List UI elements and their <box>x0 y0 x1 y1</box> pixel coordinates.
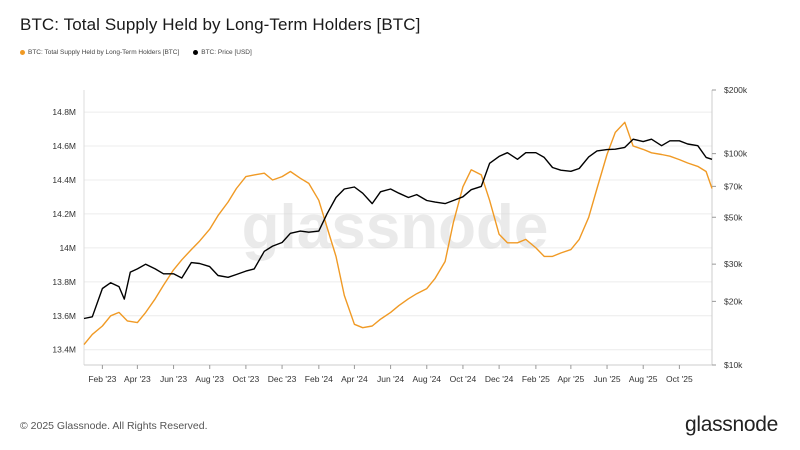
left-y-tick-label: 14.4M <box>52 175 76 185</box>
x-axis: Feb '23 Apr '23 Jun '23 Aug '23 Oct '23 Dec '… <box>84 364 712 384</box>
legend-label-lth-supply: BTC: Total Supply Held by Long-Term Hold… <box>28 49 180 56</box>
left-y-tick-label: 14.2M <box>52 209 76 219</box>
series-line-lth-supply[interactable] <box>83 121 713 346</box>
x-tick-label: Aug '23 <box>195 374 224 384</box>
x-tick-label: Apr '24 <box>341 374 368 384</box>
right-y-tick-label: $200k <box>724 85 748 95</box>
left-y-tick-label: 14.6M <box>52 141 76 151</box>
x-tick-label: Jun '25 <box>593 374 620 384</box>
left-y-tick-label: 14M <box>59 243 76 253</box>
x-tick-label: Feb '25 <box>522 374 550 384</box>
brand-logo: glassnode <box>684 413 778 436</box>
x-tick-label: Jun '24 <box>377 374 404 384</box>
right-y-tick-label: $70k <box>724 181 743 191</box>
watermark: glassnode <box>242 193 549 262</box>
right-y-tick-label: $100k <box>724 149 748 159</box>
right-y-tick-label: $30k <box>724 259 743 269</box>
x-tick-label: Oct '23 <box>233 374 260 384</box>
right-y-tick-label: $10k <box>724 360 743 370</box>
left-y-tick-label: 13.6M <box>52 311 76 321</box>
left-y-tick-label: 13.8M <box>52 277 76 287</box>
x-tick-label: Feb '24 <box>305 374 333 384</box>
x-tick-label: Feb '23 <box>88 374 116 384</box>
legend-dot-black <box>193 50 199 55</box>
x-tick-label: Dec '24 <box>485 374 514 384</box>
left-y-axis: 13.4M 13.6M 13.8M 14M 14.2M 14.4M 14.6M 14.8M <box>52 90 85 365</box>
x-tick-label: Jun '23 <box>160 374 187 384</box>
legend: BTC: Total Supply Held by Long-Term Hold… <box>20 49 252 56</box>
x-tick-label: Apr '25 <box>558 374 585 384</box>
left-y-tick-label: 13.4M <box>52 345 76 355</box>
series-line-price[interactable] <box>83 138 713 320</box>
right-y-tick-label: $20k <box>724 296 743 306</box>
x-tick-label: Dec '23 <box>268 374 297 384</box>
grid-lines <box>84 111 712 351</box>
x-tick-label: Aug '24 <box>412 374 441 384</box>
x-tick-label: Aug '25 <box>629 374 658 384</box>
legend-item-lth-supply[interactable]: BTC: Total Supply Held by Long-Term Hold… <box>20 49 179 56</box>
legend-item-price[interactable]: BTC: Price [USD] <box>193 49 252 56</box>
right-y-axis: $10k $20k $30k $50k $70k $100k $200k <box>711 85 748 370</box>
copyright-notice: © 2025 Glassnode. All Rights Reserved. <box>20 420 208 432</box>
x-tick-label: Apr '23 <box>124 374 151 384</box>
right-y-tick-label: $50k <box>724 212 743 222</box>
legend-dot-orange <box>20 50 25 55</box>
x-tick-label: Oct '24 <box>450 374 477 384</box>
legend-label-price: BTC: Price [USD] <box>201 49 252 56</box>
x-tick-label: Oct '25 <box>666 374 693 384</box>
chart-title: BTC: Total Supply Held by Long-Term Hold… <box>20 15 421 34</box>
left-y-tick-label: 14.8M <box>52 107 76 117</box>
